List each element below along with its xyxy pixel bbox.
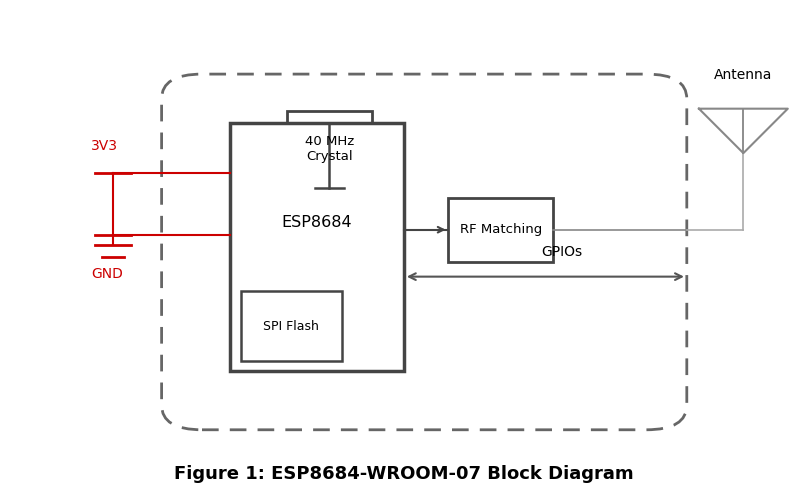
Text: 3V3: 3V3 bbox=[91, 139, 118, 153]
Bar bbox=[287, 111, 372, 188]
Text: GPIOs: GPIOs bbox=[541, 246, 582, 259]
Text: SPI Flash: SPI Flash bbox=[263, 320, 319, 332]
Text: GND: GND bbox=[91, 267, 123, 281]
Text: ESP8684: ESP8684 bbox=[282, 215, 352, 230]
Text: Figure 1: ESP8684-WROOM-07 Block Diagram: Figure 1: ESP8684-WROOM-07 Block Diagram bbox=[175, 465, 633, 483]
Bar bbox=[448, 198, 553, 262]
Bar bbox=[241, 291, 342, 361]
Text: RF Matching: RF Matching bbox=[460, 223, 542, 236]
Text: Antenna: Antenna bbox=[714, 68, 772, 82]
Text: 40 MHz
Crystal: 40 MHz Crystal bbox=[305, 135, 354, 164]
Bar bbox=[230, 124, 404, 370]
